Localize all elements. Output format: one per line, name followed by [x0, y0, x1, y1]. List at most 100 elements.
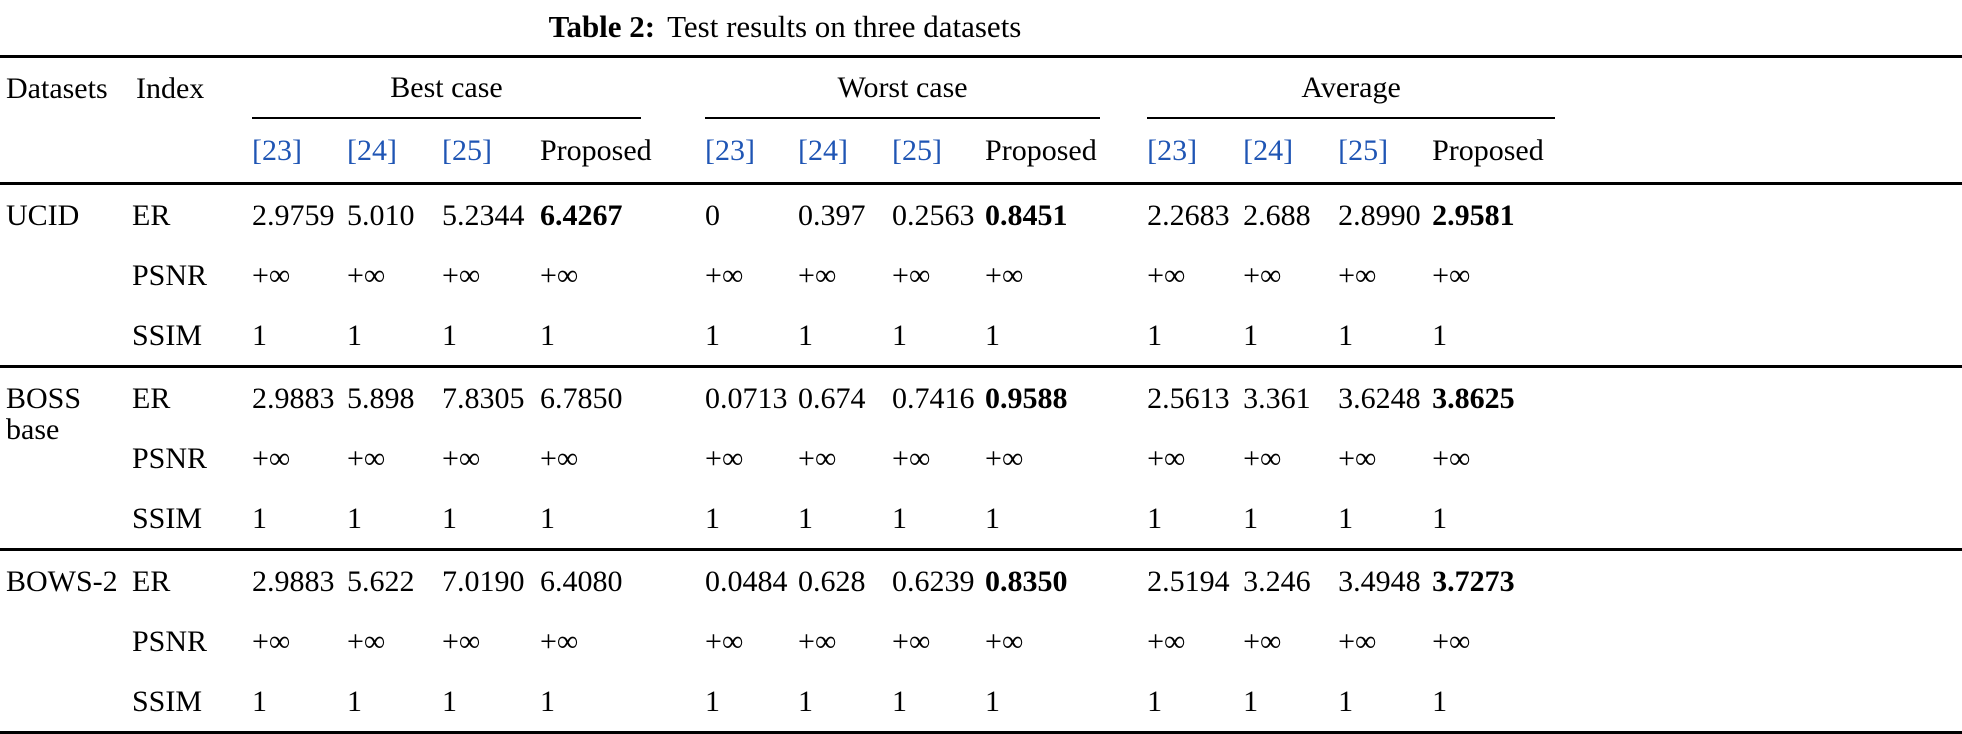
- value-cell: 1: [540, 502, 555, 535]
- value-cell: 6.7850: [538, 365, 704, 428]
- value-cell: 1: [347, 685, 362, 718]
- group-label-average: Average: [1147, 72, 1556, 119]
- citation-link-23[interactable]: [23]: [250, 119, 345, 185]
- citation-link-23[interactable]: [23]: [1145, 119, 1242, 185]
- value-cell: +∞: [252, 259, 291, 292]
- value-cell: 1: [1147, 685, 1163, 718]
- value-cell: 1: [705, 319, 721, 352]
- value-cell: 1: [1243, 685, 1259, 718]
- group-label-best-case: Best case: [252, 72, 642, 119]
- value-cell: 0.628: [796, 548, 891, 611]
- value-cell: +∞: [798, 625, 837, 658]
- value-cell: 5.622: [345, 548, 440, 611]
- value-cell: 0: [705, 199, 721, 232]
- value-cell: +∞: [985, 442, 1024, 475]
- value-cell: +∞: [347, 259, 386, 292]
- value-cell: 1: [442, 502, 457, 535]
- value-cell: 7.0190: [440, 548, 538, 611]
- value-cell: 1: [1432, 685, 1448, 718]
- proposed-column-header: Proposed: [1430, 119, 1962, 185]
- citation-link-25[interactable]: [25]: [1336, 119, 1431, 185]
- value-cell: 1: [798, 319, 814, 352]
- value-cell: +∞: [1147, 442, 1186, 475]
- value-cell: 2.2683: [1147, 199, 1230, 232]
- value-cell: 0.397: [798, 199, 866, 232]
- value-cell: 1: [1147, 502, 1163, 535]
- value-cell: 1: [540, 685, 555, 718]
- value-cell: +∞: [1147, 625, 1186, 658]
- value-cell: 1: [985, 319, 1001, 352]
- index-column-header: Index: [130, 56, 250, 185]
- value-cell: 5.010: [347, 199, 415, 232]
- table-caption-text: Test results on three datasets: [667, 9, 1022, 44]
- value-cell: 0.674: [796, 365, 891, 428]
- value-cell: 1: [798, 502, 814, 535]
- value-cell: 1: [347, 502, 362, 535]
- citation-link-24[interactable]: [24]: [1241, 119, 1337, 185]
- value-cell: +∞: [1338, 259, 1377, 292]
- citation-link-23[interactable]: [23]: [703, 119, 797, 185]
- value-cell: 0.0713: [703, 365, 797, 428]
- value-cell: +∞: [540, 625, 579, 658]
- group-header-worst-case: Worst case: [703, 57, 1145, 119]
- value-cell: +∞: [252, 442, 291, 475]
- value-cell: 1: [892, 685, 908, 718]
- value-cell: 6.4267: [540, 199, 623, 232]
- value-cell: 3.8625: [1430, 365, 1962, 428]
- value-cell: +∞: [252, 625, 291, 658]
- value-cell: 1: [985, 502, 1001, 535]
- value-cell: 2.688: [1243, 199, 1311, 232]
- index-label: PSNR: [132, 625, 208, 658]
- value-cell: 1: [1243, 319, 1259, 352]
- dataset-label: UCID: [6, 199, 80, 232]
- value-cell: 1: [705, 685, 721, 718]
- table-row: SSIM 1 1 1 1 1 1 1 1 1 1 1 1: [0, 305, 1962, 367]
- value-cell: 1: [252, 685, 267, 718]
- table-row: UCID ER 2.9759 5.010 5.2344 6.4267 0 0.397 0.256…: [0, 184, 1962, 246]
- value-cell: 5.898: [345, 365, 440, 428]
- value-cell: 2.5194: [1145, 548, 1242, 611]
- value-cell: +∞: [1338, 442, 1377, 475]
- value-cell: 2.9883: [250, 365, 345, 428]
- value-cell: +∞: [798, 442, 837, 475]
- dataset-label: BOWS-2: [0, 548, 130, 733]
- index-label: ER: [130, 548, 250, 611]
- value-cell: 3.4948: [1336, 548, 1431, 611]
- value-cell: 2.8990: [1338, 199, 1421, 232]
- table-row: SSIM 1 1 1 1 1 1 1 1 1 1 1 1: [0, 488, 1962, 550]
- value-cell: 1: [442, 319, 457, 352]
- table-row: BOWS-2 ER 2.9883 5.622 7.0190 6.4080 0.0484 0.6…: [0, 548, 1962, 733]
- table-row: PSNR +∞ +∞ +∞ +∞ +∞ +∞ +∞ +∞ +∞ +∞ +∞ +∞: [0, 611, 1962, 671]
- value-cell: 0.2563: [892, 199, 975, 232]
- value-cell: +∞: [1243, 625, 1282, 658]
- index-label: PSNR: [132, 442, 208, 475]
- value-cell: 1: [1147, 319, 1163, 352]
- value-cell: 1: [1338, 319, 1354, 352]
- value-cell: +∞: [705, 442, 744, 475]
- value-cell: +∞: [347, 442, 386, 475]
- value-cell: +∞: [892, 259, 931, 292]
- value-cell: 1: [985, 685, 1001, 718]
- proposed-column-header: Proposed: [983, 119, 1146, 185]
- value-cell: 1: [252, 502, 267, 535]
- citation-link-24[interactable]: [24]: [796, 119, 891, 185]
- citation-link-25[interactable]: [25]: [440, 119, 538, 185]
- value-cell: 1: [1338, 685, 1354, 718]
- index-label: SSIM: [132, 319, 203, 352]
- index-label: ER: [132, 199, 171, 232]
- value-cell: +∞: [705, 625, 744, 658]
- results-table: Datasets Index Best case Worst case Aver…: [0, 55, 1962, 734]
- citation-link-25[interactable]: [25]: [890, 119, 984, 185]
- value-cell: 1: [1432, 502, 1448, 535]
- value-cell: +∞: [1338, 625, 1377, 658]
- value-cell: 1: [540, 319, 555, 352]
- group-label-worst-case: Worst case: [705, 72, 1101, 119]
- value-cell: +∞: [442, 442, 481, 475]
- citation-link-24[interactable]: [24]: [345, 119, 440, 185]
- value-cell: 0.6239: [890, 548, 984, 611]
- table-row: SSIM 1 1 1 1 1 1 1 1 1 1 1 1: [0, 671, 1962, 733]
- value-cell: +∞: [1432, 625, 1471, 658]
- value-cell: 1: [347, 319, 362, 352]
- group-header-average: Average: [1145, 57, 1962, 119]
